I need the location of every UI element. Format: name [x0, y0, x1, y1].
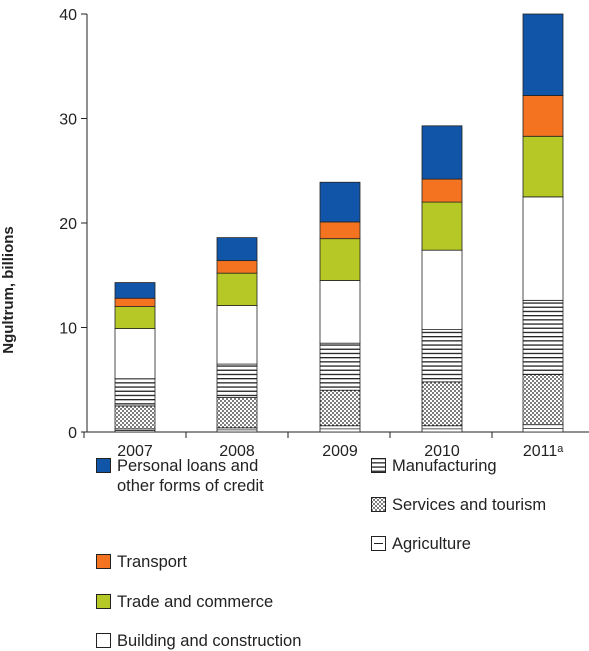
legend-swatch-box — [96, 633, 111, 648]
bar-segment — [216, 363, 258, 398]
bar-segment — [421, 178, 463, 203]
bar-segment — [114, 378, 156, 407]
legend-item: Transport — [96, 552, 187, 572]
legend-swatch-box — [371, 458, 386, 473]
legend-swatch — [371, 497, 386, 512]
bar-segment — [522, 13, 564, 96]
bar-segment — [522, 374, 564, 426]
legend-item: Building and construction — [96, 631, 301, 651]
x-tick-label: 2011ᵃ — [523, 443, 564, 460]
legend-label: Building and construction — [117, 632, 302, 650]
bar-segment — [216, 397, 258, 429]
bar-segment — [421, 381, 463, 427]
legend-swatch — [371, 458, 386, 473]
legend-swatch-box — [96, 594, 111, 609]
bar-segment — [522, 95, 564, 137]
y-tick-label: 30 — [59, 112, 77, 129]
legend-item: Services and tourism — [371, 495, 546, 515]
bar-segment — [216, 237, 258, 262]
legend-swatch — [371, 536, 386, 551]
legend-item: Agriculture — [371, 534, 471, 554]
bar-segment — [216, 272, 258, 306]
legend-swatch — [96, 458, 111, 473]
bar-segment — [216, 305, 258, 365]
legend-label: Transport — [117, 553, 187, 571]
bar-segment — [522, 196, 564, 301]
legend-label: Manufacturing — [392, 457, 497, 475]
legend-label: Trade and commerce — [117, 593, 274, 611]
bar-segment — [522, 135, 564, 198]
bar-segment — [319, 389, 361, 427]
y-tick-label: 40 — [59, 7, 77, 24]
bar-segment — [114, 405, 156, 430]
legend-swatch-box — [371, 497, 386, 512]
legend-item: Personal loans and other forms of credit — [96, 456, 289, 496]
bar-segment — [114, 306, 156, 329]
legend-item: Trade and commerce — [96, 592, 273, 612]
legend-swatch — [96, 633, 111, 648]
x-tick-label: 2009 — [322, 443, 358, 460]
bar-segment — [522, 299, 564, 375]
y-tick-label: 0 — [68, 425, 77, 442]
bar-segment — [319, 342, 361, 391]
bar-segment — [421, 329, 463, 383]
bar-segment — [114, 297, 156, 307]
bar-segment — [319, 221, 361, 240]
bar-segment — [216, 260, 258, 274]
bar-segment — [421, 125, 463, 180]
x-tick-label: 2010 — [424, 443, 460, 460]
legend-label: Services and tourism — [392, 496, 547, 514]
bar-segment — [114, 282, 156, 299]
x-tick-label: 2007 — [117, 443, 153, 460]
y-tick-label: 20 — [59, 216, 77, 233]
bar-segment — [421, 201, 463, 251]
chart: Ngultrum, billions 0 10 20 30 40 2007 2008 2009… — [0, 7, 589, 460]
legend-swatch-box — [96, 458, 111, 473]
legend-swatch-box — [96, 554, 111, 569]
legend-label: Agriculture — [392, 535, 471, 553]
bar-segment — [114, 328, 156, 380]
legend-swatch — [96, 554, 111, 569]
bar-segment — [421, 249, 463, 330]
x-tick-label: 2008 — [219, 443, 255, 460]
y-axis-label: Ngultrum, billions — [0, 226, 17, 354]
bar-segment — [319, 181, 361, 223]
legend-swatch — [96, 594, 111, 609]
legend-label: Personal loans and other forms of credit — [117, 457, 264, 495]
bar-segment — [319, 238, 361, 281]
legend-item: Manufacturing — [371, 456, 497, 476]
bar-segment — [319, 280, 361, 344]
y-tick-label: 10 — [59, 321, 77, 338]
